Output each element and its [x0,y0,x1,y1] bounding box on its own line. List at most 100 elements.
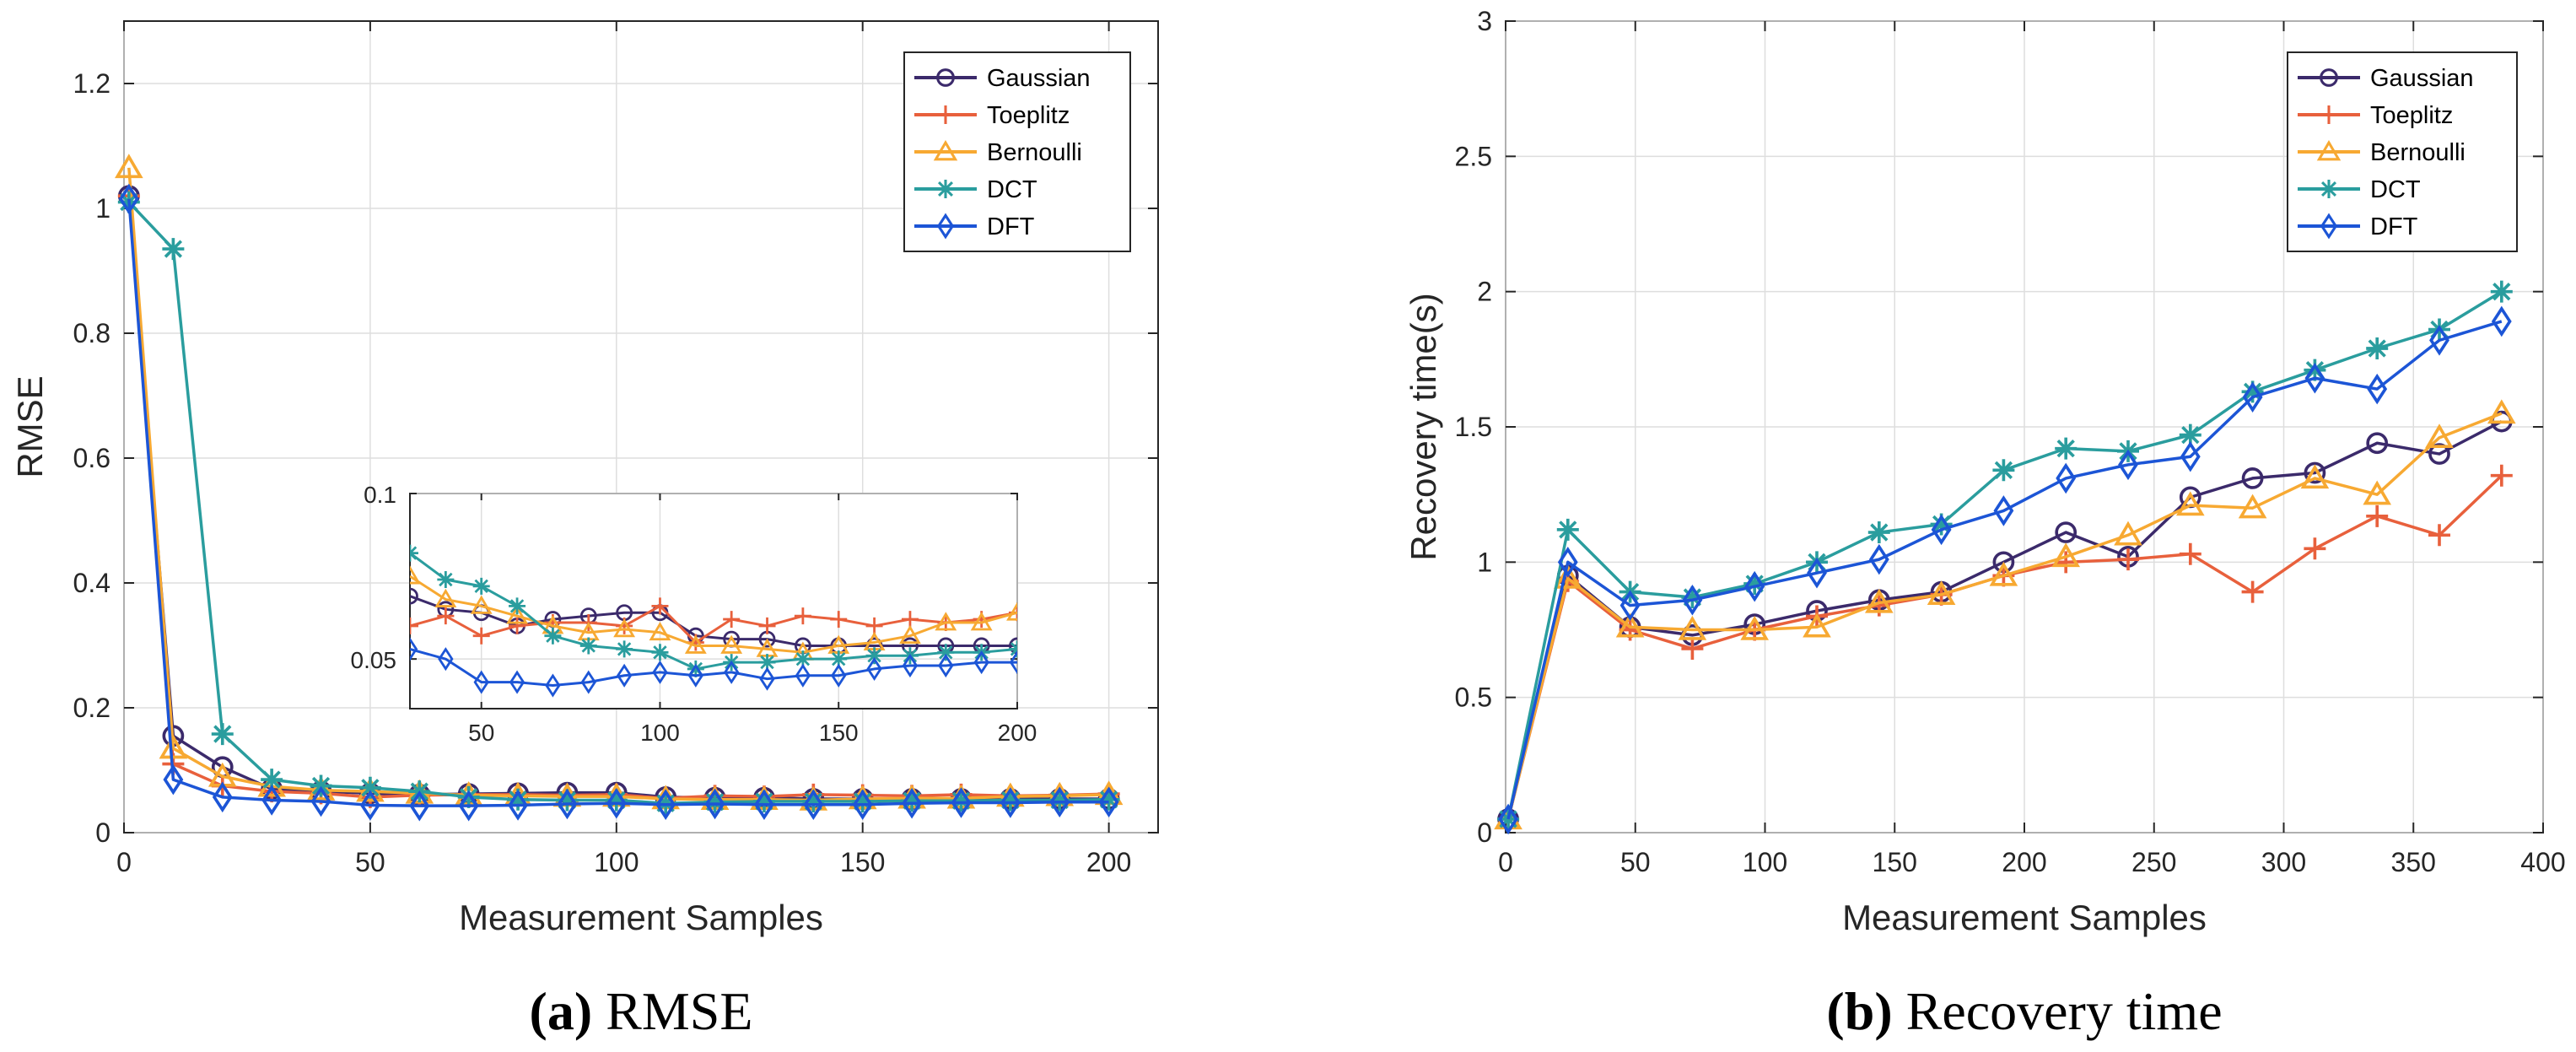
panel-a-legend-swatch-marker [936,105,955,124]
panel-a-y-tick-label: 1 [95,193,110,224]
panel-a-point-dft [310,785,331,817]
panel-b-point-dft [1931,514,1952,546]
panel-a-legend-item-toeplitz: Toeplitz [914,102,1070,129]
panel-a-inset-point-dft [687,663,703,688]
panel-b-point-dft [1868,543,1889,575]
panel-a-inset-point-dft [1009,650,1017,675]
panel-b-point-dct [1930,513,1953,536]
panel-a-point-dft [557,788,578,820]
panel-b-point-dft [1557,547,1578,578]
panel-b-point-toeplitz [2366,504,2389,527]
panel-a-inset-point-bernoulli [720,634,743,654]
panel-a-legend-label: Gaussian [987,65,1091,92]
panel-a-point-dft [118,183,139,215]
panel-b-point-dct [1992,459,2015,482]
panel-a-point-dct [457,785,480,808]
panel-b-legend-label: Bernoulli [2370,139,2466,166]
panel-a-legend-item-dct: DCT [914,176,1037,203]
panel-a-x-tick-label: 150 [840,847,885,877]
panel-b-point-toeplitz [2304,537,2326,560]
panel-a-ticks: 0 50 100 150 200 0 0.2 0.4 0.6 0.8 1 1.2 [73,21,1158,877]
panel-b-point-toeplitz [2490,464,2513,487]
panel-a-point-dft [803,789,824,820]
panel-a-inset-point-gaussian [410,587,418,605]
panel-b-point-dft [1498,803,1518,835]
panel-a-series-dft [118,183,1119,822]
panel-a-inset-point-gaussian [1009,637,1017,655]
panel-a-inset-point-toeplitz [865,617,883,634]
panel-b-x-tick-label: 100 [1743,847,1787,877]
panel-a-point-dft [704,788,725,820]
panel-a-legend-label: DCT [987,176,1037,203]
panel-b-line-dft [1506,320,2503,820]
panel-a-y-tick-label: 1.2 [73,68,110,99]
panel-b-point-dft [1682,584,1703,616]
panel-b-point-bernoulli [2175,491,2205,516]
panel-b-series-dft [1498,305,2512,835]
panel-a-point-dct [752,790,775,812]
panel-b-point-dct [1743,572,1766,595]
panel-a-inset-point-toeplitz [472,627,490,645]
panel-a-point-dft [458,790,479,822]
panel-a-point-dft [409,790,430,822]
panel-a-inset-point-dct [794,650,811,668]
panel-b-point-dft [2056,462,2077,494]
panel-b-point-dft [2491,305,2512,337]
panel-b-point-dct [2241,380,2264,403]
panel-b-point-toeplitz [2428,524,2450,547]
panel-a-inset-point-dft [724,660,740,684]
panel-a-line-dft [127,198,1109,807]
panel-a-inset-point-dct [937,644,955,661]
panel-a-inset-line-bernoulli [410,575,1017,654]
panel-b-x-tick-label: 50 [1620,847,1651,877]
panel-a-inset-point-dft [973,650,989,675]
panel-b-line-bernoulli [1506,412,2503,820]
panel-a-point-bernoulli [159,734,188,759]
panel-a-point-dct [310,774,332,797]
panel-b-series-bernoulli [1494,399,2516,830]
panel-a-inset-point-bernoulli [434,588,457,607]
panel-b-y-axis-label: Recovery time(s) [1404,293,1443,560]
panel-b-caption-letter: (b) [1826,981,1892,1041]
panel-a-legend-label: Bernoulli [987,139,1082,166]
panel-b-point-dft [1993,495,2014,526]
panel-b-point-dft [1744,570,1765,602]
panel-a-inset-x-tick-label: 150 [819,720,859,746]
panel-b-y-tick-label: 0 [1477,817,1492,848]
panel-b-legend-item-gaussian: Gaussian [2298,65,2474,92]
panel-b-x-axis-label: Measurement Samples [1842,898,2207,937]
panel-a-rmse: 0 50 100 150 200 0 0.2 0.4 0.6 0.8 1 1.2 50 100 150 20… [10,20,1159,1041]
panel-a-inset-point-dft [580,670,596,694]
panel-b-legend-label: DCT [2370,176,2421,203]
panel-a-y-tick-label: 0.6 [73,443,110,473]
panel-b-legend-item-dct: DCT [2298,176,2421,203]
panel-b-y-tick-label: 3 [1477,6,1492,36]
panel-b-series [1494,280,2516,835]
panel-b-point-gaussian [2304,461,2326,484]
panel-b-point-bernoulli [1678,615,1707,640]
panel-a-inset: 50 100 150 200 0.05 0.1 [351,482,1037,746]
panel-a-point-dct [851,790,874,812]
panel-a-legend: Gaussian Toeplitz Bernoulli DCT DFT [903,51,1131,252]
panel-a-inset-point-bernoulli [970,612,993,631]
panel-a-legend-swatch-marker [933,139,958,161]
panel-a-inset-y-tick-label: 0.1 [364,482,396,508]
panel-a-inset-point-toeplitz [651,597,669,615]
panel-b-point-dct [1556,518,1579,541]
panel-a-inset-y-tick-label: 0.05 [351,647,397,673]
panel-a-inset-x-tick-label: 100 [640,720,680,746]
panel-a-inset-point-toeplitz [509,617,526,634]
panel-a-x-tick-label: 200 [1086,847,1131,877]
panel-a-inset-point-bernoulli [899,624,921,645]
panel-b-x-tick-label: 400 [2520,847,2565,877]
panel-a-inset-point-dft [795,663,811,688]
panel-b-point-gaussian [2428,443,2450,465]
panel-a-inset-point-bernoulli [935,612,957,631]
panel-a-legend-swatch-marker [936,68,955,87]
panel-a-y-tick-label: 0 [95,817,110,848]
panel-a-inset-point-dft [902,653,919,678]
panel-a-inset-box [409,493,1018,709]
panel-b-point-bernoulli [1864,588,1894,613]
panel-b-y-tick-label: 2.5 [1455,141,1492,171]
panel-b-point-dft [1619,590,1641,621]
